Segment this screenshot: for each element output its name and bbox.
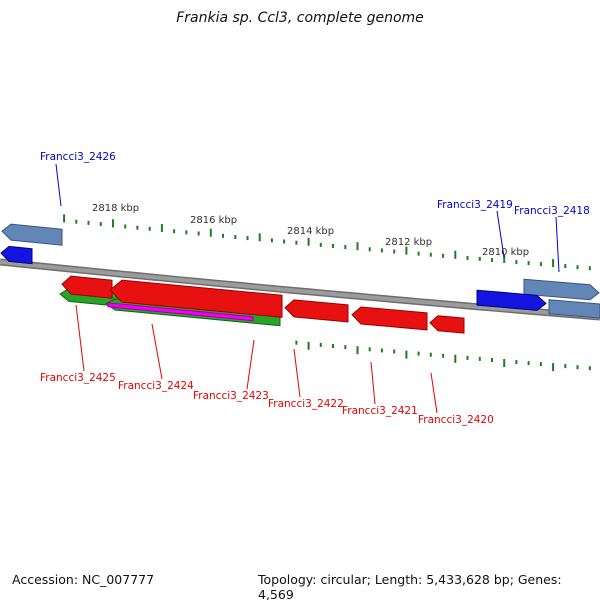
page-title: Frankia sp. Ccl3, complete genome — [176, 10, 424, 26]
gene-label-francci3_2418[interactable]: Francci3_2418 — [514, 205, 590, 217]
gene-arrow-francci3_2424[interactable] — [109, 279, 283, 318]
leader-francci3_2425 — [75, 304, 85, 372]
gene-label-francci3_2426[interactable]: Francci3_2426 — [40, 151, 116, 163]
leader-francci3_2419 — [496, 210, 505, 258]
gene-arrow-right-steel[interactable] — [548, 299, 600, 319]
ruler-labels: 2818 kbp 2816 kbp 2814 kbp 2812 kbp 2810… — [92, 203, 529, 258]
genome-track-arc — [0, 258, 600, 321]
ruler-label-2816: 2816 kbp — [190, 215, 237, 226]
accession-text: Accession: NC_007777 — [12, 572, 155, 587]
gene-arrow-francci3_2421[interactable] — [351, 306, 428, 331]
gene-arrows — [0, 223, 600, 334]
gene-arrow-francci3_2420[interactable] — [429, 315, 465, 334]
ruler-label-2814: 2814 kbp — [287, 226, 334, 237]
ruler-label-2812: 2812 kbp — [385, 237, 432, 248]
gene-label-francci3_2420[interactable]: Francci3_2420 — [418, 414, 494, 426]
ruler-label-2818: 2818 kbp — [92, 203, 139, 214]
ruler-ticks-inner — [295, 340, 591, 372]
gene-arrow-blue-left[interactable] — [0, 245, 33, 265]
gene-arrow-francci3_2425[interactable] — [61, 275, 113, 299]
leader-francci3_2424 — [151, 323, 163, 380]
genome-track-inner — [0, 260, 600, 319]
gene-labels: Francci3_2426 Francci3_2419 Francci3_241… — [40, 151, 590, 426]
gene-label-francci3_2421[interactable]: Francci3_2421 — [342, 405, 418, 417]
leader-francci3_2426 — [55, 163, 62, 207]
label-leader-lines — [55, 163, 560, 414]
gene-label-francci3_2422[interactable]: Francci3_2422 — [268, 398, 344, 410]
ruler-ticks-outer — [63, 214, 591, 271]
gene-label-francci3_2424[interactable]: Francci3_2424 — [118, 380, 194, 392]
gene-label-francci3_2419[interactable]: Francci3_2419 — [437, 199, 513, 211]
leader-francci3_2418 — [555, 216, 560, 273]
topology-text: Topology: circular; Length: 5,433,628 bp… — [258, 572, 562, 600]
leader-francci3_2421 — [370, 361, 376, 405]
gene-arrow-francci3_2419[interactable] — [476, 289, 547, 311]
gene-arrow-francci3_2422[interactable] — [284, 299, 349, 323]
leader-francci3_2422 — [293, 348, 301, 398]
gene-label-francci3_2423[interactable]: Francci3_2423 — [193, 390, 269, 402]
status-bar: Accession: NC_007777 Topology: circular;… — [0, 572, 600, 600]
gene-arrow-francci3_2418[interactable] — [523, 278, 600, 301]
gene-arrow-francci3_2426[interactable] — [1, 223, 63, 246]
gene-label-francci3_2425[interactable]: Francci3_2425 — [40, 372, 116, 384]
ruler-label-2810: 2810 kbp — [482, 247, 529, 258]
gene-arrow-magenta-bar[interactable] — [107, 302, 254, 322]
leader-francci3_2420 — [430, 372, 438, 414]
leader-francci3_2423 — [246, 339, 255, 390]
